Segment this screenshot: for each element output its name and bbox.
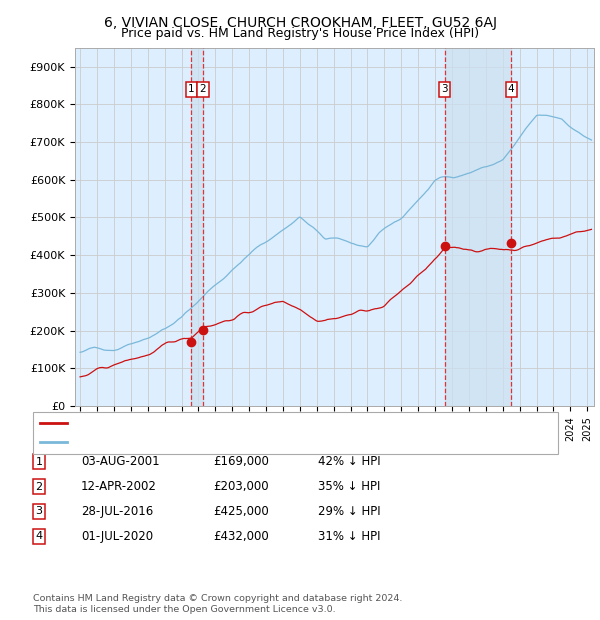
Text: £425,000: £425,000 bbox=[213, 505, 269, 518]
Text: 35% ↓ HPI: 35% ↓ HPI bbox=[318, 480, 380, 493]
Text: 42% ↓ HPI: 42% ↓ HPI bbox=[318, 456, 380, 468]
Text: HPI: Average price, detached house, Hart: HPI: Average price, detached house, Hart bbox=[73, 437, 304, 447]
Text: Contains HM Land Registry data © Crown copyright and database right 2024.
This d: Contains HM Land Registry data © Crown c… bbox=[33, 595, 403, 614]
Bar bbox=[191, 48, 203, 406]
Text: 6, VIVIAN CLOSE, CHURCH CROOKHAM, FLEET, GU52 6AJ: 6, VIVIAN CLOSE, CHURCH CROOKHAM, FLEET,… bbox=[104, 16, 497, 30]
Text: £432,000: £432,000 bbox=[213, 530, 269, 542]
Text: 31% ↓ HPI: 31% ↓ HPI bbox=[318, 530, 380, 542]
Text: 01-JUL-2020: 01-JUL-2020 bbox=[81, 530, 153, 542]
Text: 29% ↓ HPI: 29% ↓ HPI bbox=[318, 505, 380, 518]
Text: 28-JUL-2016: 28-JUL-2016 bbox=[81, 505, 153, 518]
Text: 3: 3 bbox=[35, 507, 43, 516]
Text: 12-APR-2002: 12-APR-2002 bbox=[81, 480, 157, 493]
Text: £169,000: £169,000 bbox=[213, 456, 269, 468]
Text: 1: 1 bbox=[35, 457, 43, 467]
Text: 6, VIVIAN CLOSE, CHURCH CROOKHAM, FLEET, GU52 6AJ (detached house): 6, VIVIAN CLOSE, CHURCH CROOKHAM, FLEET,… bbox=[73, 418, 490, 428]
Text: 03-AUG-2001: 03-AUG-2001 bbox=[81, 456, 160, 468]
Text: 3: 3 bbox=[442, 84, 448, 94]
Text: Price paid vs. HM Land Registry's House Price Index (HPI): Price paid vs. HM Land Registry's House … bbox=[121, 27, 479, 40]
Text: 2: 2 bbox=[200, 84, 206, 94]
Text: £203,000: £203,000 bbox=[213, 480, 269, 493]
Bar bbox=[445, 48, 511, 406]
Text: 4: 4 bbox=[508, 84, 514, 94]
Text: 1: 1 bbox=[188, 84, 194, 94]
Text: 4: 4 bbox=[35, 531, 43, 541]
Text: 2: 2 bbox=[35, 482, 43, 492]
